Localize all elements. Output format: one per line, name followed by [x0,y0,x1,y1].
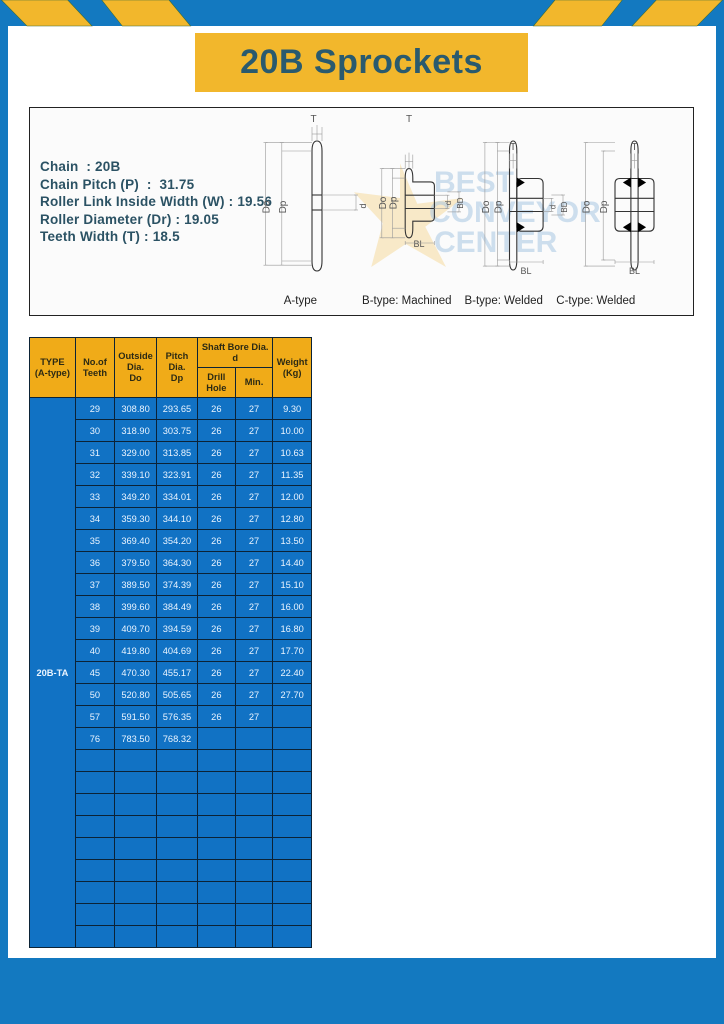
svg-text:Do: Do [378,196,389,209]
svg-text:d: d [444,201,453,205]
svg-text:Dp: Dp [493,200,504,213]
svg-text:T: T [406,114,412,125]
svg-text:BL: BL [413,239,424,249]
svg-text:BD: BD [560,201,569,212]
svg-text:Do: Do [262,200,273,213]
svg-text:B-type: Welded: B-type: Welded [464,295,542,307]
svg-text:BD: BD [456,197,465,208]
svg-text:T: T [310,114,316,125]
svg-text:Do: Do [582,200,593,213]
svg-text:BL: BL [520,266,531,276]
svg-text:A-type: A-type [284,295,317,307]
svg-text:T: T [510,142,516,153]
svg-text:C-type: Welded: C-type: Welded [556,295,635,307]
svg-text:BL: BL [629,266,640,276]
svg-text:Dp: Dp [388,196,399,209]
svg-text:d: d [358,203,368,208]
svg-text:d: d [548,205,557,209]
svg-text:Dp: Dp [278,200,289,213]
svg-text:Dp: Dp [599,200,610,213]
svg-text:T: T [631,142,637,153]
svg-text:CONVEYOR: CONVEYOR [429,196,601,229]
svg-text:BEST: BEST [434,166,514,199]
svg-text:B-type: Machined: B-type: Machined [362,295,452,307]
svg-text:Do: Do [481,200,492,213]
